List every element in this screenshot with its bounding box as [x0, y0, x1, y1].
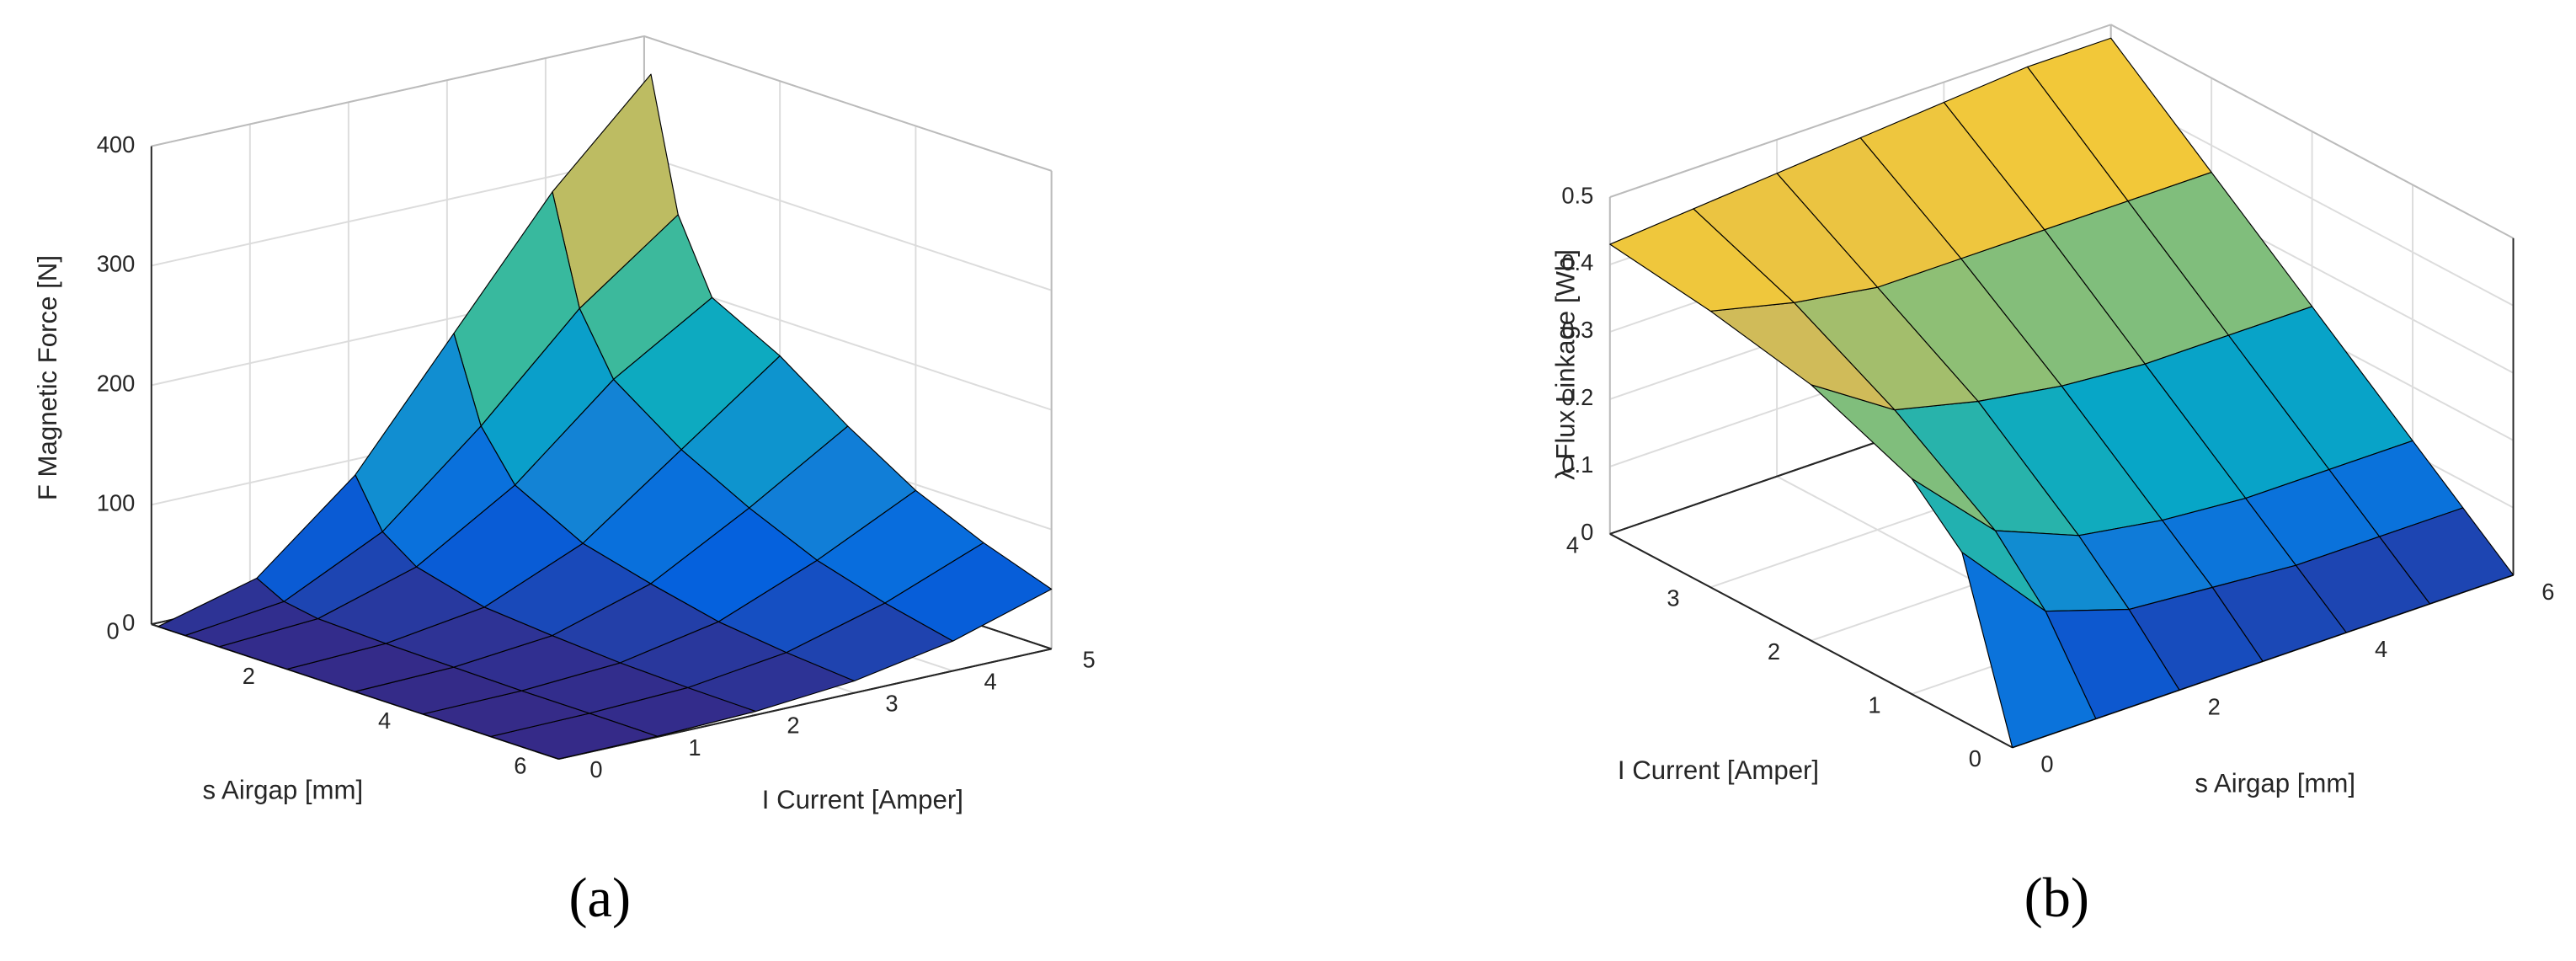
- y-tick-label: 2: [1768, 638, 1780, 665]
- z-tick-label: 0.2: [1561, 384, 1593, 410]
- y-tick-label: 4: [1566, 531, 1579, 558]
- y-tick-label: 3: [885, 691, 898, 717]
- z-tick-label: 0: [122, 609, 135, 635]
- y-tick-label: 2: [787, 713, 799, 739]
- y-tick-label: 0: [589, 756, 602, 782]
- z-tick-label: 0.1: [1561, 451, 1593, 478]
- surface-patch: [1609, 208, 1795, 312]
- x-tick-label: 0: [107, 618, 120, 644]
- z-tick-label: 400: [97, 131, 136, 157]
- z-tick-label: 300: [97, 251, 136, 277]
- y-tick-label: 5: [1082, 646, 1095, 672]
- x-tick-label: 6: [2541, 579, 2554, 605]
- surface-patch: [2379, 507, 2515, 605]
- grid-line: [151, 154, 645, 267]
- x-tick-label: 6: [514, 753, 526, 779]
- panel-label: (a): [568, 868, 631, 929]
- z-tick-label: 200: [97, 371, 136, 397]
- z-axis-label: F Magnetic Force [N]: [33, 255, 62, 500]
- z-tick-label: 0.3: [1561, 317, 1593, 343]
- surface-plot: 0 2 4 6 0 1 2 3 4 5 0 100 200 300 400: [97, 35, 1096, 782]
- y-tick-label: 1: [1868, 692, 1880, 718]
- surface-patch: [884, 542, 1053, 642]
- y-axis-label: I Current [Amper]: [1618, 755, 1819, 785]
- z-axis-label: λ Flux Linkage [Wb]: [1550, 249, 1580, 480]
- y-tick-label: 0: [1969, 745, 1981, 771]
- y-tick-label: 4: [984, 668, 996, 694]
- z-tick-label: 100: [97, 489, 136, 515]
- floor-edge: [1609, 533, 2013, 749]
- y-tick-label: 3: [1667, 585, 1679, 611]
- grid-line: [643, 154, 1052, 291]
- x-axis-label: s Airgap [mm]: [2195, 769, 2355, 798]
- box-edge: [151, 35, 645, 147]
- z-tick-label: 0: [1581, 519, 1593, 545]
- panel-label: (b): [2024, 868, 2089, 929]
- box-edge: [2110, 24, 2514, 239]
- x-tick-label: 4: [2375, 636, 2387, 662]
- y-axis-label: I Current [Amper]: [762, 785, 963, 814]
- surface-patch: [157, 577, 285, 637]
- x-axis-label: s Airgap [mm]: [203, 775, 364, 804]
- x-tick-label: 2: [243, 663, 255, 689]
- x-tick-label: 4: [378, 707, 391, 734]
- y-tick-label: 1: [688, 734, 701, 761]
- x-tick-label: 2: [2208, 693, 2221, 719]
- x-tick-label: 0: [2040, 751, 2053, 777]
- surface-patch: [1961, 552, 2097, 749]
- box-edge: [643, 35, 1052, 172]
- box-edge: [1609, 24, 2111, 198]
- z-tick-label: 0.5: [1561, 182, 1593, 208]
- z-tick-label: 0.4: [1561, 249, 1593, 275]
